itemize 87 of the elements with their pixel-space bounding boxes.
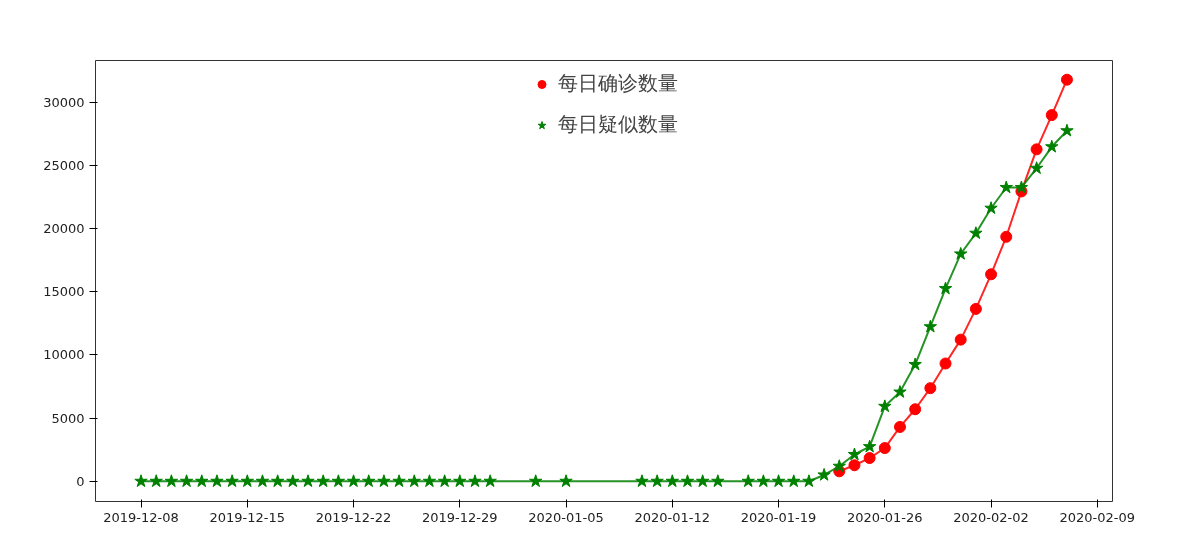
point bbox=[938, 281, 953, 295]
legend-label: 每日确诊数量 bbox=[558, 70, 678, 97]
y-tick-label: 20000 bbox=[43, 221, 85, 237]
point bbox=[969, 226, 983, 239]
point bbox=[802, 474, 816, 488]
point bbox=[741, 474, 755, 488]
point bbox=[225, 474, 239, 488]
x-tick-label: 2020-01-26 bbox=[847, 509, 923, 525]
point bbox=[468, 474, 482, 488]
point bbox=[984, 201, 998, 214]
point bbox=[346, 474, 361, 488]
point bbox=[240, 474, 254, 488]
point bbox=[483, 474, 497, 488]
point bbox=[1045, 109, 1058, 122]
point bbox=[695, 474, 710, 488]
point bbox=[969, 302, 982, 315]
point bbox=[832, 459, 846, 472]
x-tick-label: 2019-12-08 bbox=[103, 509, 179, 525]
x-tick-label: 2020-01-19 bbox=[740, 509, 817, 525]
point bbox=[437, 474, 452, 488]
point bbox=[301, 474, 315, 488]
point bbox=[650, 474, 664, 488]
point bbox=[893, 385, 907, 398]
point bbox=[210, 474, 224, 488]
x-tick-label: 2019-12-15 bbox=[209, 509, 286, 525]
point bbox=[1030, 143, 1043, 156]
point bbox=[923, 319, 938, 333]
point bbox=[848, 459, 861, 472]
point bbox=[939, 357, 952, 370]
x-tick-label: 2020-01-12 bbox=[634, 509, 711, 525]
point bbox=[559, 474, 573, 488]
point bbox=[529, 474, 543, 488]
point bbox=[985, 268, 998, 281]
y-tick-label: 25000 bbox=[43, 157, 85, 173]
point bbox=[954, 333, 967, 346]
point bbox=[954, 246, 968, 260]
x-tick-label: 2020-02-09 bbox=[1059, 509, 1136, 525]
point bbox=[392, 474, 406, 488]
point bbox=[787, 474, 801, 488]
y-tick-label: 30000 bbox=[43, 94, 85, 110]
point bbox=[817, 467, 831, 481]
x-tick-label: 2019-12-22 bbox=[315, 509, 392, 525]
point bbox=[1029, 161, 1044, 175]
y-tick-label: 15000 bbox=[43, 284, 85, 300]
point bbox=[847, 447, 862, 461]
point bbox=[362, 474, 376, 488]
point bbox=[771, 474, 786, 488]
y-tick-label: 5000 bbox=[51, 410, 85, 426]
point bbox=[179, 474, 194, 488]
point bbox=[893, 420, 906, 433]
point bbox=[924, 382, 937, 395]
point bbox=[134, 474, 148, 488]
point bbox=[756, 474, 771, 488]
point bbox=[195, 474, 209, 488]
point bbox=[878, 442, 891, 455]
x-tick-label: 2019-12-29 bbox=[422, 509, 498, 525]
point bbox=[1000, 230, 1013, 243]
point bbox=[999, 180, 1013, 194]
point bbox=[680, 474, 695, 488]
point bbox=[422, 474, 437, 488]
point bbox=[909, 403, 922, 416]
x-tick-label: 2020-01-05 bbox=[528, 509, 604, 525]
point bbox=[377, 474, 391, 488]
point bbox=[316, 474, 330, 488]
x-tick-label: 2020-02-02 bbox=[953, 509, 1029, 525]
point bbox=[1060, 123, 1074, 137]
point bbox=[908, 357, 922, 371]
legend-label: 每日疑似数量 bbox=[558, 111, 678, 138]
point bbox=[149, 474, 163, 488]
point bbox=[665, 474, 679, 488]
point bbox=[878, 399, 892, 413]
point bbox=[164, 474, 179, 488]
point bbox=[1060, 73, 1073, 86]
point bbox=[1014, 180, 1029, 194]
point bbox=[407, 474, 421, 488]
point bbox=[1045, 139, 1059, 153]
point bbox=[286, 474, 300, 488]
point bbox=[255, 474, 270, 488]
y-tick-label: 0 bbox=[76, 473, 85, 489]
point bbox=[270, 474, 285, 488]
point bbox=[862, 439, 877, 453]
y-tick-label: 10000 bbox=[43, 347, 85, 363]
point bbox=[863, 452, 876, 465]
point bbox=[635, 474, 649, 488]
point bbox=[453, 474, 467, 488]
point bbox=[711, 474, 725, 488]
point bbox=[331, 474, 346, 488]
